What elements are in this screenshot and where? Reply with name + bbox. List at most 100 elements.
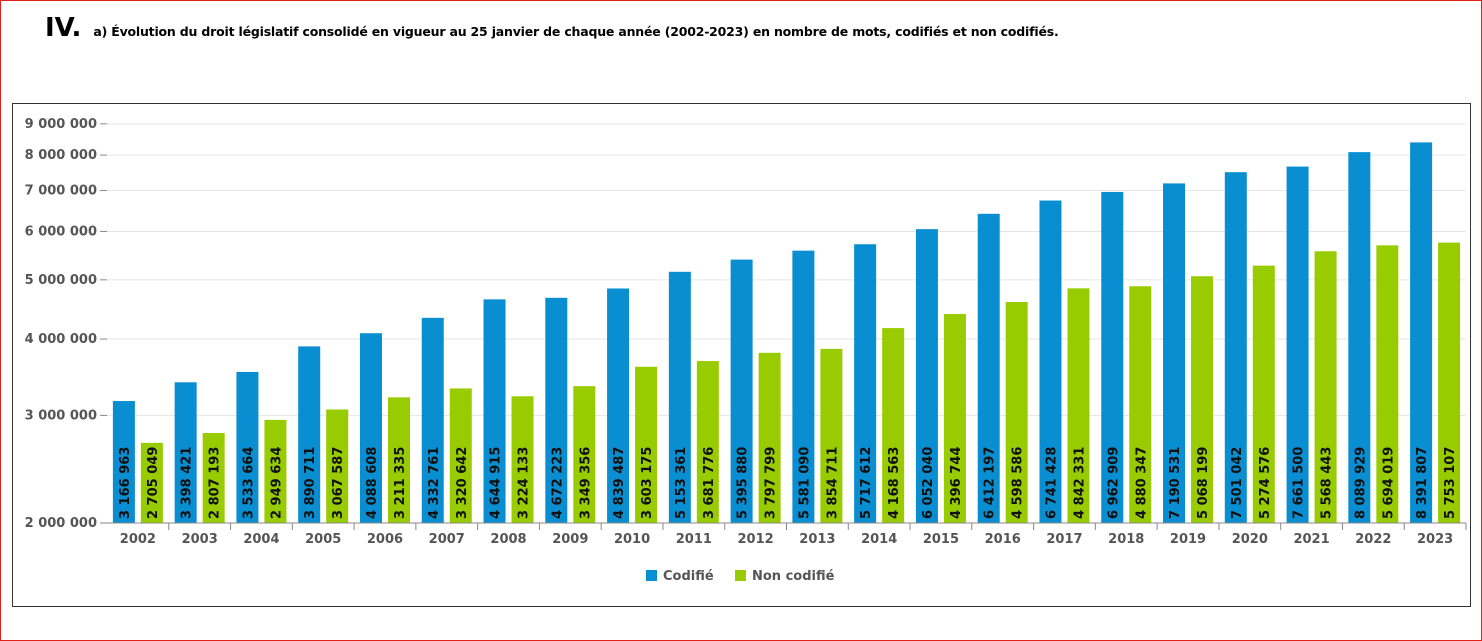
bar-value-label: 3 224 133 <box>517 447 532 519</box>
bar-value-label: 6 412 197 <box>983 447 998 519</box>
x-tick-label: 2018 <box>1108 532 1144 547</box>
y-tick-label: 6 000 000 <box>25 224 97 239</box>
section-number: IV. <box>45 13 82 43</box>
y-tick-label: 8 000 000 <box>25 148 97 163</box>
bar-value-label: 2 705 049 <box>146 447 161 519</box>
bar-value-label: 6 741 428 <box>1044 447 1059 519</box>
legend-swatch-non-codifie[interactable] <box>735 570 746 581</box>
bar-codifie <box>730 259 753 523</box>
bar-value-label: 4 088 608 <box>365 447 380 519</box>
bar-non-codifie <box>943 313 966 523</box>
bar-codifie <box>483 299 506 523</box>
bar-non-codifie <box>202 433 225 523</box>
x-tick-label: 2011 <box>676 532 712 547</box>
bar-non-codifie <box>1005 302 1028 523</box>
x-tick-label: 2023 <box>1417 532 1453 547</box>
bar-non-codifie <box>511 396 534 523</box>
x-tick-label: 2022 <box>1355 532 1391 547</box>
bar-non-codifie <box>1252 265 1275 523</box>
bar-codifie <box>1410 142 1433 523</box>
x-tick-label: 2021 <box>1293 532 1329 547</box>
bar-non-codifie <box>1129 286 1152 523</box>
bar-non-codifie <box>820 348 843 523</box>
bar-non-codifie <box>387 397 410 523</box>
bar-codifie <box>1286 166 1309 523</box>
bar-value-label: 3 533 664 <box>241 447 256 519</box>
bar-non-codifie <box>1067 288 1090 523</box>
bar-value-label: 4 332 761 <box>427 447 442 519</box>
bar-non-codifie <box>696 361 719 523</box>
bar-non-codifie <box>1314 251 1337 523</box>
bar-value-label: 3 349 356 <box>578 447 593 519</box>
bar-value-label: 4 672 223 <box>550 447 565 519</box>
bar-value-label: 5 274 576 <box>1258 447 1273 519</box>
bar-value-label: 3 166 963 <box>118 447 133 519</box>
bar-value-label: 4 842 331 <box>1072 447 1087 519</box>
x-tick-label: 2004 <box>243 532 279 547</box>
bar-codifie <box>1039 200 1062 523</box>
bar-codifie <box>1348 152 1371 524</box>
x-tick-label: 2003 <box>182 532 218 547</box>
x-tick-label: 2010 <box>614 532 650 547</box>
x-tick-label: 2006 <box>367 532 403 547</box>
bar-value-label: 3 681 776 <box>702 447 717 519</box>
bar-codifie <box>1101 191 1124 523</box>
bar-value-label: 4 839 487 <box>612 447 627 519</box>
bar-value-label: 5 068 199 <box>1196 447 1211 519</box>
bar-codifie <box>1163 183 1186 523</box>
bar-non-codifie <box>264 419 287 523</box>
y-tick-label: 7 000 000 <box>25 184 97 199</box>
bar-value-label: 2 949 634 <box>269 447 284 519</box>
legend-label-codifie[interactable]: Codifié <box>663 569 714 584</box>
bar-value-label: 4 168 563 <box>887 447 902 519</box>
bar-codifie <box>977 213 1000 523</box>
bar-non-codifie <box>1438 242 1461 523</box>
bar-codifie <box>112 401 135 523</box>
bar-non-codifie <box>882 328 905 523</box>
x-tick-label: 2015 <box>923 532 959 547</box>
bar-codifie <box>854 244 877 523</box>
x-tick-label: 2019 <box>1170 532 1206 547</box>
bar-value-label: 8 089 929 <box>1353 447 1368 519</box>
x-tick-label: 2012 <box>738 532 774 547</box>
bar-value-label: 6 052 040 <box>921 447 936 519</box>
bar-non-codifie <box>635 366 658 523</box>
bar-non-codifie <box>1376 245 1399 523</box>
bar-codifie <box>421 317 444 523</box>
bar-value-label: 5 153 361 <box>674 447 689 519</box>
bar-value-label: 5 753 107 <box>1443 447 1458 519</box>
bar-codifie <box>359 333 382 523</box>
bar-value-label: 3 067 587 <box>331 447 346 519</box>
x-tick-label: 2020 <box>1232 532 1268 547</box>
bar-non-codifie <box>758 352 781 523</box>
bar-non-codifie <box>326 409 349 523</box>
y-tick-label: 2 000 000 <box>25 516 97 531</box>
x-tick-label: 2016 <box>985 532 1021 547</box>
x-tick-label: 2013 <box>799 532 835 547</box>
x-tick-label: 2005 <box>305 532 341 547</box>
x-tick-label: 2008 <box>490 532 526 547</box>
bar-codifie <box>915 229 938 523</box>
y-tick-label: 4 000 000 <box>25 332 97 347</box>
bar-codifie <box>298 346 321 523</box>
legend-swatch-codifie[interactable] <box>646 570 657 581</box>
legend-label-non-codifie[interactable]: Non codifié <box>752 569 835 584</box>
bar-value-label: 3 603 175 <box>640 447 655 519</box>
bar-codifie <box>545 297 568 523</box>
bar-chart: 2 000 000 3 000 000 4 000 000 5 000 000 6 00… <box>25 117 1467 584</box>
figure-heading: IV. a) Évolution du droit législatif con… <box>45 13 1059 43</box>
bar-value-label: 5 581 090 <box>797 447 812 519</box>
bar-value-label: 3 797 799 <box>764 447 779 519</box>
bar-codifie <box>236 371 259 523</box>
bar-value-label: 7 190 531 <box>1168 447 1183 519</box>
y-tick-label: 3 000 000 <box>25 408 97 423</box>
bar-non-codifie <box>573 386 596 523</box>
bar-non-codifie <box>1191 276 1214 523</box>
bar-value-label: 3 890 711 <box>303 447 318 519</box>
bar-value-label: 4 396 744 <box>949 447 964 519</box>
bar-value-label: 3 320 642 <box>455 447 470 519</box>
chart-area: 2 000 000 3 000 000 4 000 000 5 000 000 6 00… <box>12 103 1471 607</box>
bar-value-label: 5 568 443 <box>1320 447 1335 519</box>
bar-codifie <box>792 250 815 523</box>
bar-non-codifie <box>449 388 472 523</box>
